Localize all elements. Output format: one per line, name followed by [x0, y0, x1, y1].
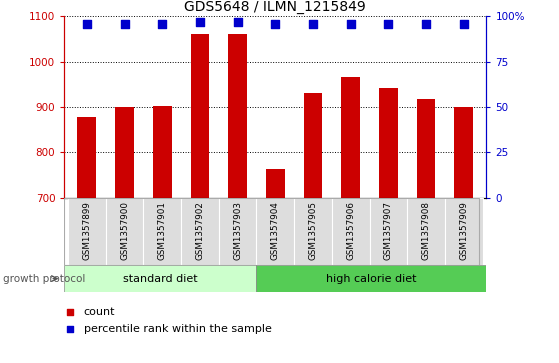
Point — [384, 21, 393, 26]
Point — [196, 19, 205, 25]
Text: GSM1357908: GSM1357908 — [421, 201, 430, 260]
Text: GSM1357906: GSM1357906 — [346, 201, 355, 260]
Bar — [332, 198, 369, 265]
Point — [421, 21, 430, 26]
Bar — [445, 198, 482, 265]
Point — [82, 21, 91, 26]
Point — [309, 21, 318, 26]
Bar — [106, 198, 144, 265]
Text: GSM1357904: GSM1357904 — [271, 201, 280, 260]
Point — [120, 21, 129, 26]
Point — [459, 21, 468, 26]
Text: count: count — [84, 307, 115, 317]
Bar — [257, 198, 294, 265]
Text: GSM1357900: GSM1357900 — [120, 201, 129, 260]
Text: standard diet: standard diet — [123, 274, 198, 284]
Bar — [407, 198, 445, 265]
Text: GSM1357901: GSM1357901 — [158, 201, 167, 260]
Bar — [219, 198, 257, 265]
Bar — [115, 107, 134, 198]
Bar — [228, 34, 247, 198]
Text: GSM1357902: GSM1357902 — [196, 201, 205, 260]
Bar — [68, 198, 106, 265]
Text: percentile rank within the sample: percentile rank within the sample — [84, 323, 272, 334]
Text: growth protocol: growth protocol — [3, 274, 85, 284]
Bar — [304, 93, 323, 198]
Text: high calorie diet: high calorie diet — [326, 274, 416, 284]
Point — [346, 21, 355, 26]
Bar — [294, 198, 332, 265]
Bar — [181, 198, 219, 265]
Point — [233, 19, 242, 25]
Bar — [454, 107, 473, 198]
Point — [65, 309, 74, 315]
Bar — [266, 169, 285, 198]
Point — [65, 326, 74, 331]
Point — [158, 21, 167, 26]
Bar — [379, 88, 398, 198]
Text: GSM1357905: GSM1357905 — [309, 201, 318, 260]
Bar — [341, 77, 360, 198]
Bar — [144, 198, 181, 265]
Bar — [369, 198, 407, 265]
Bar — [78, 117, 96, 198]
Title: GDS5648 / ILMN_1215849: GDS5648 / ILMN_1215849 — [184, 0, 366, 14]
Text: GSM1357909: GSM1357909 — [459, 201, 468, 260]
Text: GSM1357907: GSM1357907 — [384, 201, 393, 260]
Bar — [64, 265, 257, 292]
Text: GSM1357903: GSM1357903 — [233, 201, 242, 260]
Text: GSM1357899: GSM1357899 — [82, 201, 91, 260]
Point — [271, 21, 280, 26]
Bar — [153, 106, 172, 198]
Bar — [416, 99, 435, 198]
Bar — [191, 34, 210, 198]
Bar — [257, 265, 486, 292]
